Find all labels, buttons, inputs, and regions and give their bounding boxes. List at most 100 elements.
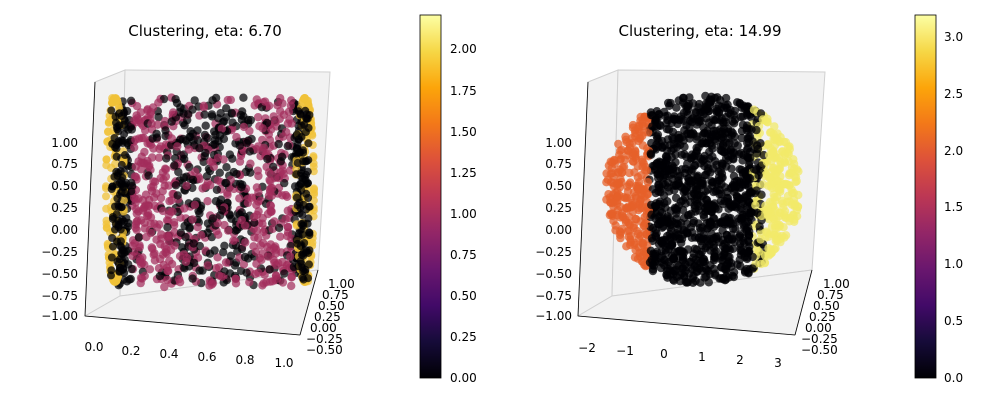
scatter-point (296, 257, 305, 266)
scatter-point (128, 251, 137, 261)
scatter-point (687, 191, 696, 201)
chart-right-ztick-label: 1.00 (545, 136, 572, 150)
chart-right-z-ticks: 1.00 0.75 0.50 0.25 0.00 −0.25 −0.50 −0.… (535, 136, 572, 323)
scatter-point (646, 246, 656, 255)
scatter-point (770, 122, 779, 131)
scatter-point (672, 214, 681, 223)
scatter-point (680, 142, 689, 151)
scatter-point (138, 196, 148, 205)
scatter-point (723, 234, 733, 244)
scatter-point (682, 278, 692, 287)
scatter-point (737, 247, 746, 256)
scatter-point (730, 187, 739, 197)
scatter-point (646, 149, 655, 158)
scatter-point (630, 146, 640, 155)
scatter-point (203, 261, 212, 270)
chart-left-ytick-label: 0.25 (314, 310, 341, 324)
chart-right-y-axis-line (794, 269, 813, 336)
scatter-point (140, 147, 149, 157)
chart-left-xtick-label: 0.8 (235, 353, 254, 367)
scatter-point (286, 252, 295, 261)
chart-left-title: Clustering, eta: 6.70 (128, 22, 282, 40)
scatter-point (770, 193, 779, 202)
scatter-point (144, 171, 153, 180)
scatter-point (711, 204, 720, 213)
scatter-point (104, 118, 113, 126)
scatter-point (719, 251, 728, 260)
scatter-point (769, 230, 779, 239)
scatter-point (711, 271, 720, 280)
chart-left-ytick-label: 0.00 (310, 321, 337, 335)
scatter-point (723, 194, 733, 203)
scatter-point (245, 147, 254, 156)
chart-right-y-ticks: 1.00 0.75 0.50 0.25 0.00 −0.25 −0.50 (801, 277, 850, 357)
scatter-point (219, 248, 228, 257)
scatter-point (657, 252, 666, 261)
scatter-point (181, 257, 191, 266)
chart-left-cbtick-label: 0.00 (450, 371, 477, 385)
scatter-point (171, 95, 180, 104)
scatter-point (753, 144, 763, 154)
scatter-point (742, 210, 751, 220)
scatter-point (184, 145, 194, 154)
scatter-point (193, 136, 202, 145)
scatter-point (709, 256, 719, 265)
scatter-point (283, 141, 292, 151)
scatter-point (274, 139, 283, 149)
scatter-point (622, 138, 631, 147)
scatter-point (687, 150, 697, 159)
chart-right-xtick-label: 0 (660, 347, 668, 361)
chart-right-points (602, 91, 803, 287)
scatter-point (256, 241, 265, 250)
scatter-point (768, 163, 777, 173)
scatter-point (190, 96, 199, 105)
scatter-point (737, 165, 746, 174)
scatter-point (790, 172, 799, 181)
scatter-point (656, 217, 666, 226)
scatter-point (629, 221, 638, 230)
chart-right-ytick-label: 1.00 (823, 277, 850, 291)
scatter-point (614, 139, 623, 149)
scatter-point (300, 239, 309, 247)
scatter-point (265, 277, 275, 286)
scatter-point (228, 154, 237, 163)
scatter-point (134, 233, 144, 242)
scatter-point (755, 222, 764, 231)
scatter-point (107, 253, 116, 262)
chart-left-cbtick-label: 1.25 (450, 166, 477, 180)
scatter-point (654, 174, 663, 183)
scatter-point (137, 158, 146, 168)
scatter-point (638, 250, 647, 260)
scatter-point (179, 109, 188, 118)
scatter-point (665, 223, 675, 232)
scatter-point (666, 98, 675, 108)
scatter-point (765, 173, 774, 182)
scatter-point (756, 235, 765, 244)
scatter-point (638, 185, 648, 194)
scatter-point (254, 234, 263, 243)
chart-right-x-axis-line (577, 315, 796, 336)
scatter-point (177, 243, 187, 252)
scatter-point (174, 274, 184, 284)
scatter-point (180, 221, 189, 231)
scatter-point (240, 252, 250, 262)
scatter-point (231, 226, 240, 235)
scatter-point (764, 244, 773, 253)
chart-left-ztick-label: −1.00 (41, 309, 78, 323)
scatter-point (120, 108, 129, 117)
scatter-point (296, 148, 304, 157)
scatter-point (628, 157, 638, 166)
scatter-point (188, 105, 197, 114)
chart-left-xtick-label: 0.6 (197, 350, 216, 364)
chart-right-title: Clustering, eta: 14.99 (618, 22, 781, 40)
scatter-point (282, 192, 292, 201)
scatter-point (669, 169, 678, 178)
chart-left-cbtick-label: 1.50 (450, 125, 477, 139)
scatter-point (222, 104, 231, 113)
chart-left-z-axis-line (84, 81, 96, 317)
scatter-point (297, 121, 306, 130)
chart-left-ytick-label: −0.25 (306, 332, 343, 346)
scatter-point (678, 93, 688, 103)
scatter-point (685, 257, 694, 267)
scatter-point (259, 227, 268, 237)
